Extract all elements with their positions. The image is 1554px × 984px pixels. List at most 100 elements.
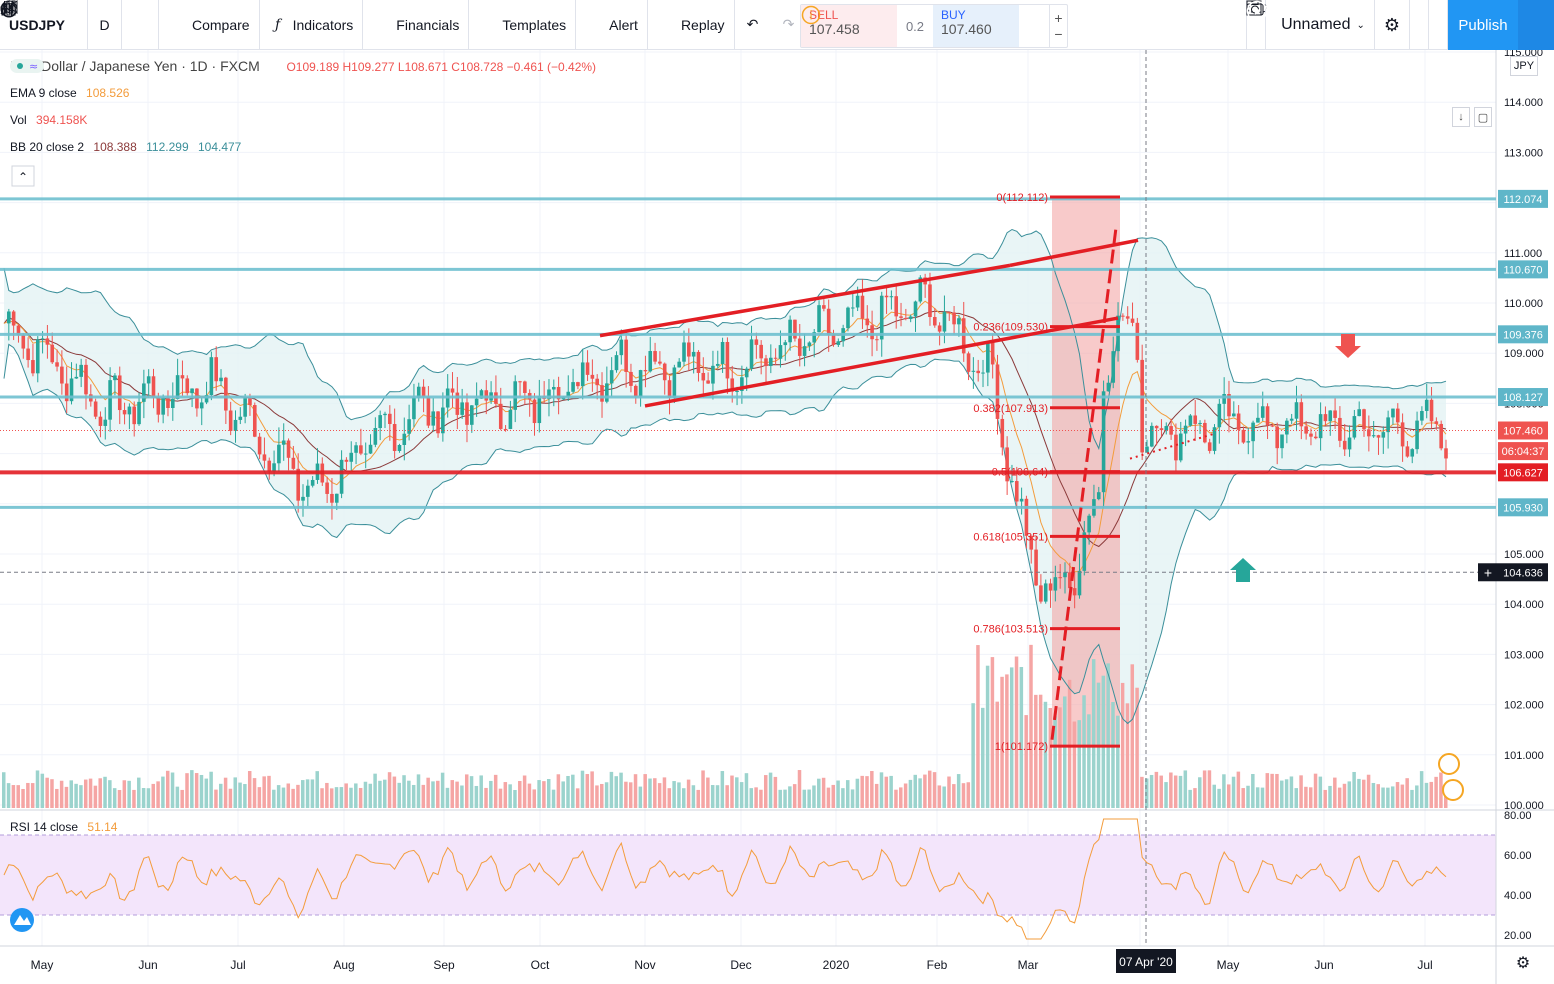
volume-bar	[1043, 701, 1048, 808]
vol-label: Vol	[10, 113, 27, 127]
settings-button[interactable]: ⚙	[1375, 0, 1410, 50]
quantity-stepper[interactable]: + −	[1049, 5, 1067, 47]
candle-body	[865, 318, 870, 326]
buy-button[interactable]: BUY 107.460	[933, 5, 1019, 47]
volume-bar	[600, 783, 604, 808]
volume-bar	[855, 778, 860, 808]
time-tick: May	[31, 958, 54, 972]
replay-button[interactable]: Replay	[0, 0, 735, 50]
volume-bar	[141, 788, 146, 808]
candle-body	[638, 370, 643, 397]
candle-body	[64, 383, 69, 402]
volume-bar	[1381, 787, 1385, 808]
candle-body	[662, 363, 667, 381]
currency-badge[interactable]: JPY	[1510, 56, 1538, 76]
volume-bar	[334, 787, 339, 808]
candle-body	[1333, 410, 1337, 418]
candle-body	[1029, 535, 1034, 550]
chart-style-button[interactable]	[2, 0, 159, 50]
undo-icon: ↶	[746, 16, 759, 32]
maximize-pane-button[interactable]: ▢	[1474, 107, 1492, 127]
ema-legend[interactable]: EMA 9 close 108.526	[10, 86, 129, 100]
volume-bar	[870, 771, 874, 808]
redo-button[interactable]: ↷	[771, 0, 807, 50]
financials-button[interactable]: Financials	[1, 0, 470, 50]
candle-body	[431, 411, 436, 426]
fullscreen-button[interactable]	[1246, 0, 1429, 50]
volume-bar	[1347, 781, 1352, 808]
volume-bar	[571, 774, 575, 808]
candle-body	[1217, 403, 1222, 428]
price-tick: 102.000	[1504, 700, 1544, 712]
volume-bar	[812, 785, 816, 808]
volume-bar	[190, 770, 194, 808]
volume-bar	[368, 783, 373, 808]
candle-body	[1164, 426, 1169, 431]
volume-bar	[966, 782, 971, 808]
chart-area[interactable]: 0(112.112) 0.236(109.530) 0.382(107.913) 0.…	[0, 50, 1554, 984]
volume-bar	[325, 782, 329, 808]
sell-button[interactable]: SELL 107.458	[801, 5, 897, 47]
candle-body	[359, 445, 363, 454]
time-tick: Jun	[1314, 958, 1333, 972]
volume-bar	[55, 788, 59, 808]
candle-body	[629, 371, 633, 386]
volume-bar	[1164, 782, 1168, 808]
volume-bar	[79, 785, 83, 808]
candle-body	[677, 361, 681, 368]
price-chart-canvas[interactable]: 0(112.112) 0.236(109.530) 0.382(107.913) 0.…	[0, 50, 1554, 984]
publish-dropdown[interactable]	[1246, 0, 1554, 50]
candle-body	[1024, 498, 1029, 536]
bb-legend[interactable]: BB 20 close 2 108.388 112.299 104.477	[10, 140, 241, 154]
candle-body	[224, 377, 228, 411]
top-toolbar: USDJPY D Compare ƒ Indicators Financials…	[0, 0, 1554, 50]
compare-label: Compare	[192, 16, 250, 33]
candle-body	[1251, 422, 1255, 442]
volume-bar	[947, 776, 951, 808]
volume-bar	[276, 785, 281, 808]
symbol-search[interactable]: USDJPY	[0, 0, 88, 50]
volume-bar	[1058, 707, 1062, 808]
volume-bar	[985, 665, 990, 808]
candle-body	[807, 342, 812, 347]
templates-button[interactable]: Templates	[0, 0, 577, 50]
volume-bar	[1434, 776, 1438, 808]
candle-body	[696, 351, 701, 373]
layout-menu[interactable]: Unnamed ⌄	[1247, 0, 1375, 50]
volume-bar	[744, 773, 749, 808]
volume-bar	[180, 789, 184, 808]
candle-body	[1111, 351, 1116, 383]
volume-bar	[397, 782, 401, 808]
price-label: 107.460	[1503, 426, 1543, 438]
volume-bar	[170, 772, 175, 808]
volume-bar	[903, 783, 908, 808]
info-button[interactable]: i	[801, 5, 1049, 47]
candle-body	[1048, 583, 1053, 591]
restore-icon: ▢	[1477, 111, 1489, 124]
candle-body	[69, 378, 74, 402]
rsi-legend[interactable]: RSI 14 close 51.14	[10, 820, 117, 834]
move-down-button[interactable]: ↓	[1452, 107, 1470, 127]
snapshot-button[interactable]	[1246, 0, 1448, 50]
price-label: 106.627	[1503, 467, 1543, 479]
candle-body	[879, 295, 884, 340]
volume-bar	[937, 785, 942, 808]
compare-button[interactable]: Compare	[0, 0, 260, 50]
undo-button[interactable]: ↶	[735, 0, 771, 50]
chevron-down-icon: ⌄	[1356, 19, 1365, 31]
bb-label: BB 20 close 2	[10, 140, 85, 154]
axis-settings-icon: ⚙	[1516, 955, 1530, 972]
publish-button[interactable]: Publish	[1448, 0, 1518, 50]
volume-bar	[720, 771, 725, 808]
interval-button[interactable]: D	[88, 0, 122, 50]
volume-legend[interactable]: Vol 394.158K	[10, 113, 87, 127]
volume-bar	[908, 779, 913, 808]
candle-body	[730, 378, 735, 392]
volume-bar	[725, 785, 729, 808]
volume-bar	[590, 771, 594, 808]
candle-body	[1000, 418, 1005, 448]
candle-body	[822, 305, 826, 309]
indicators-button[interactable]: ƒ Indicators	[260, 0, 364, 50]
volume-bar	[436, 780, 440, 808]
alert-button[interactable]: Alert	[2, 0, 648, 50]
